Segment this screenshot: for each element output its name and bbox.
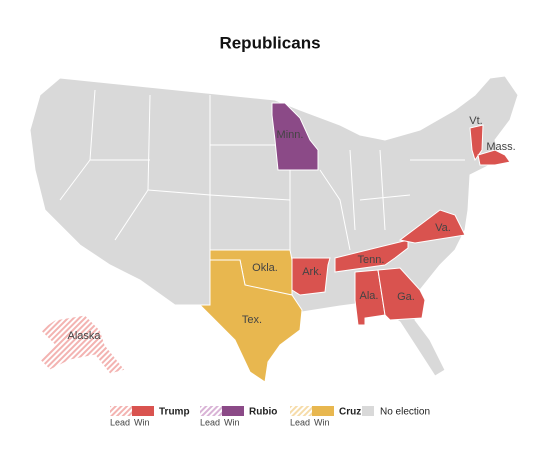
legend-lead-swatch (290, 406, 312, 416)
legend-lead-swatch (110, 406, 132, 416)
legend-win-label: Win (224, 417, 240, 427)
state-label: Tenn. (358, 254, 385, 266)
state-label: Okla. (252, 262, 278, 274)
state (39, 314, 126, 375)
legend-name: Trump (159, 407, 190, 418)
legend-lead-label: Lead (110, 417, 130, 427)
state-label: Ala. (360, 290, 379, 302)
legend-name: Rubio (249, 407, 277, 418)
legend-no-election-swatch (362, 406, 374, 416)
state (398, 209, 466, 244)
legend-no-election-label: No election (380, 407, 430, 418)
state-borders (59, 89, 465, 291)
state (291, 257, 331, 296)
state-label: Minn. (277, 129, 304, 141)
state (377, 267, 426, 321)
legend-win-swatch (132, 406, 154, 416)
legend-win-swatch (312, 406, 334, 416)
state-label: Ga. (397, 291, 415, 303)
state (271, 102, 319, 171)
state-label: Ark. (302, 266, 322, 278)
state-label: Alaska (67, 330, 101, 342)
legend-win-swatch (222, 406, 244, 416)
legend-win-label: Win (314, 417, 330, 427)
state (175, 259, 303, 383)
legend-lead-label: Lead (200, 417, 220, 427)
state-label: Va. (435, 222, 451, 234)
legend-win-label: Win (134, 417, 150, 427)
legend-name: Cruz (339, 407, 361, 418)
state (477, 149, 511, 166)
state-label: Tex. (242, 314, 262, 326)
legend-lead-label: Lead (290, 417, 310, 427)
legend-lead-swatch (200, 406, 222, 416)
state-label: Mass. (486, 141, 515, 153)
state-label: Vt. (469, 115, 482, 127)
map-title: Republicans (219, 33, 320, 52)
